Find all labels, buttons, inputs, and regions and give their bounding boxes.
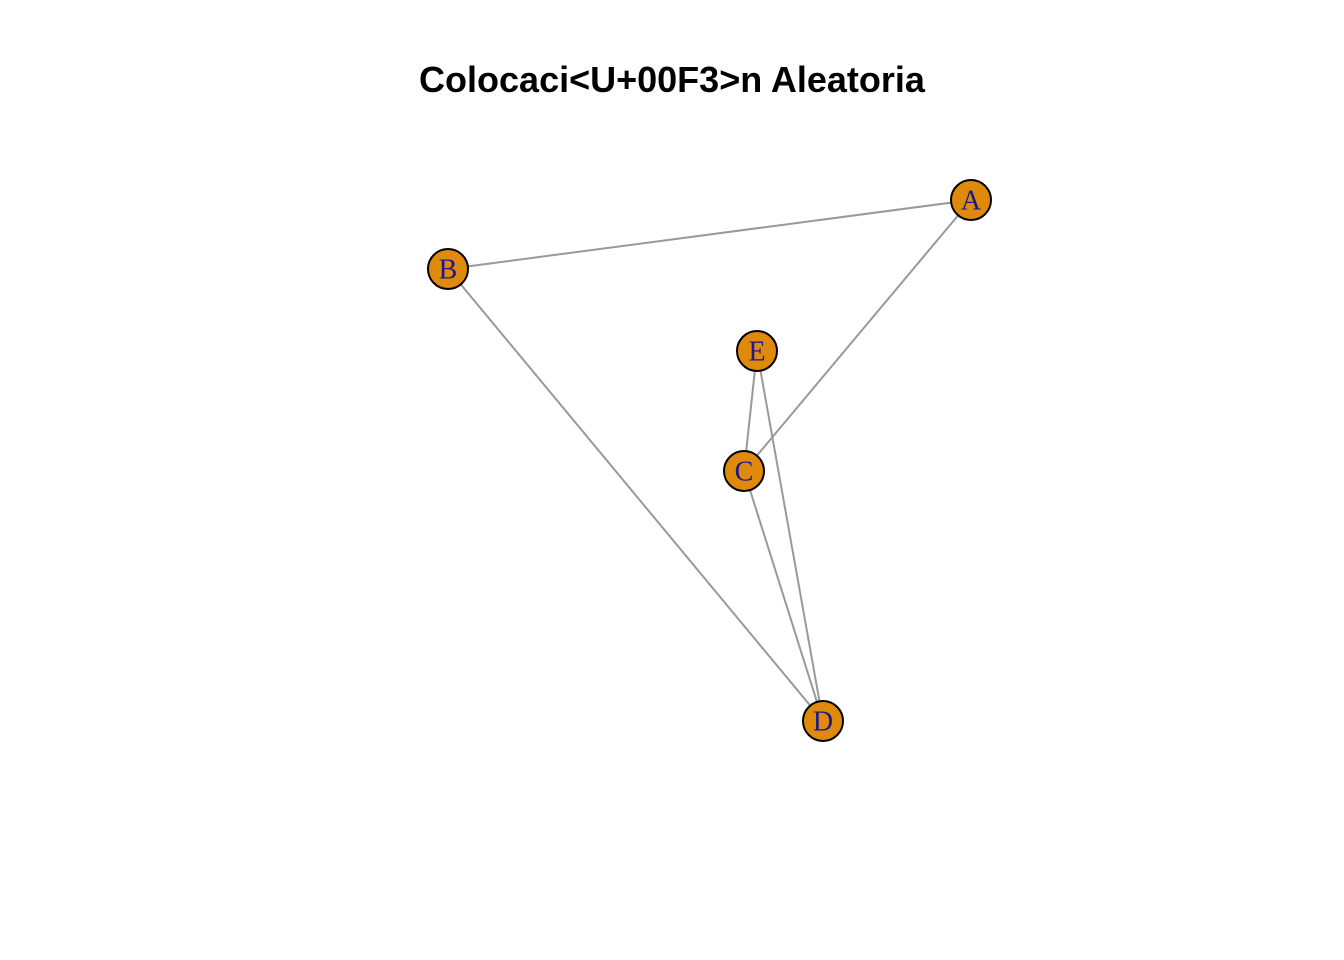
- node-label: A: [961, 186, 982, 217]
- node-c: C: [723, 450, 765, 492]
- edge-a-c: [743, 199, 972, 472]
- edges-group: [447, 199, 972, 722]
- nodes-group: A B C D E: [427, 179, 992, 742]
- edge-a-b: [447, 199, 972, 270]
- edge-d-e: [756, 350, 824, 722]
- node-label: E: [748, 337, 765, 368]
- edge-b-d: [447, 268, 824, 722]
- node-b: B: [427, 248, 469, 290]
- node-circle: [427, 248, 469, 290]
- node-circle: [723, 450, 765, 492]
- node-a: A: [950, 179, 992, 221]
- plot-title: Colocaci<U+00F3>n Aleatoria: [419, 59, 925, 100]
- node-circle: [950, 179, 992, 221]
- node-d: D: [802, 700, 844, 742]
- node-e: E: [736, 330, 778, 372]
- node-circle: [802, 700, 844, 742]
- node-label: D: [813, 707, 833, 738]
- node-label: C: [735, 457, 754, 488]
- node-circle: [736, 330, 778, 372]
- edge-c-d: [743, 470, 824, 722]
- node-label: B: [439, 255, 458, 286]
